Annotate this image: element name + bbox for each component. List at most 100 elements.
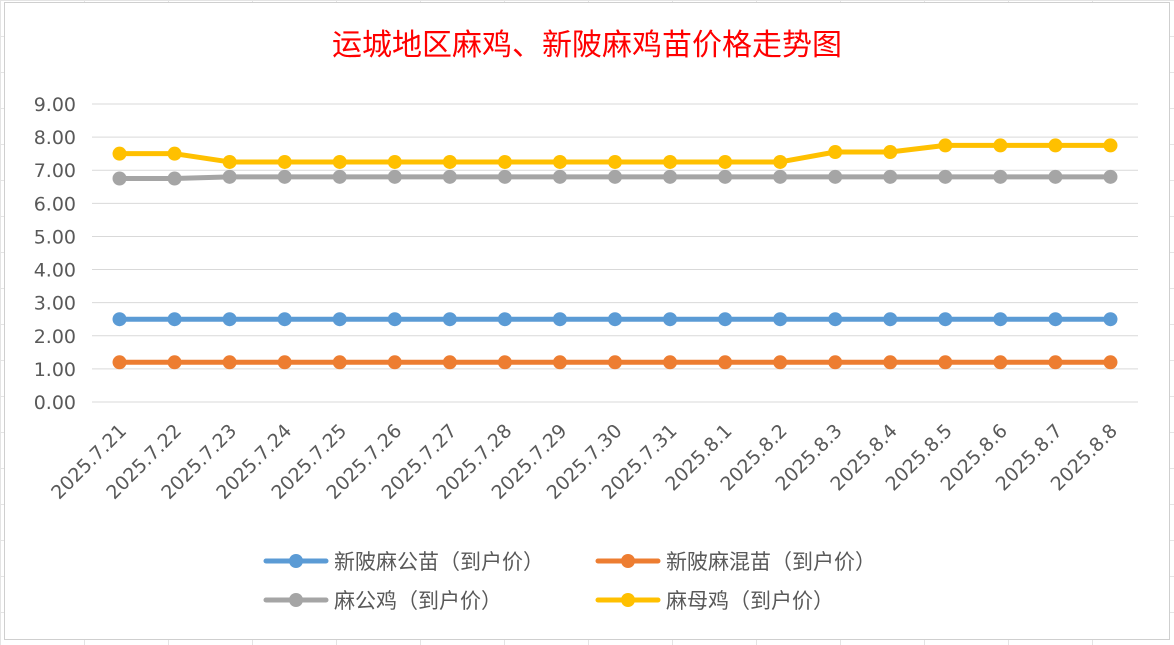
data-point[interactable] — [1103, 312, 1118, 327]
series-3 — [112, 138, 1118, 169]
data-point[interactable] — [167, 146, 182, 161]
data-point[interactable] — [442, 154, 457, 169]
data-point[interactable] — [828, 355, 843, 370]
data-point[interactable] — [993, 138, 1008, 153]
data-point[interactable] — [277, 154, 292, 169]
data-point[interactable] — [442, 312, 457, 327]
data-point[interactable] — [497, 355, 512, 370]
data-point[interactable] — [387, 154, 402, 169]
data-point[interactable] — [277, 312, 292, 327]
series-1 — [112, 355, 1118, 370]
data-point[interactable] — [608, 355, 622, 370]
x-axis-labels: 2025.7.212025.7.222025.7.232025.7.242025… — [47, 420, 1122, 504]
data-point[interactable] — [277, 169, 292, 184]
legend-item[interactable]: 新陂麻公苗（到户价） — [263, 550, 544, 574]
data-point[interactable] — [497, 312, 512, 327]
data-point[interactable] — [718, 169, 733, 184]
data-point[interactable] — [112, 171, 127, 186]
data-point[interactable] — [222, 154, 237, 169]
data-point[interactable] — [773, 154, 788, 169]
data-point[interactable] — [883, 145, 898, 160]
data-point[interactable] — [112, 312, 127, 327]
data-point[interactable] — [497, 154, 512, 169]
legend-label: 新陂麻混苗（到户价） — [666, 550, 876, 574]
data-point[interactable] — [222, 312, 237, 327]
data-point[interactable] — [167, 312, 182, 327]
data-point[interactable] — [332, 169, 347, 184]
data-point[interactable] — [442, 355, 457, 370]
legend-item[interactable]: 新陂麻混苗（到户价） — [595, 550, 876, 574]
data-point[interactable] — [663, 312, 678, 327]
data-point[interactable] — [828, 169, 843, 184]
data-point[interactable] — [828, 312, 843, 327]
legend-swatch-marker — [289, 554, 303, 568]
data-point[interactable] — [718, 312, 733, 327]
y-tick-label: 7.00 — [34, 160, 76, 182]
data-point[interactable] — [663, 154, 678, 169]
data-point[interactable] — [1103, 169, 1118, 184]
data-point[interactable] — [1103, 138, 1118, 153]
data-point[interactable] — [497, 169, 512, 184]
data-point[interactable] — [938, 355, 953, 370]
data-point[interactable] — [1048, 138, 1063, 153]
data-point[interactable] — [993, 312, 1008, 327]
series-lines — [112, 138, 1118, 370]
y-tick-label: 2.00 — [34, 326, 76, 348]
data-point[interactable] — [1048, 312, 1063, 327]
data-point[interactable] — [112, 146, 127, 161]
series-2 — [112, 169, 1118, 186]
data-point[interactable] — [883, 169, 898, 184]
data-point[interactable] — [718, 355, 733, 370]
data-point[interactable] — [938, 138, 953, 153]
legend-item[interactable]: 麻母鸡（到户价） — [595, 589, 834, 613]
data-point[interactable] — [608, 154, 622, 169]
data-point[interactable] — [552, 154, 567, 169]
data-point[interactable] — [387, 355, 402, 370]
data-point[interactable] — [1103, 355, 1118, 370]
data-point[interactable] — [993, 355, 1008, 370]
data-point[interactable] — [167, 355, 182, 370]
data-point[interactable] — [112, 355, 127, 370]
data-point[interactable] — [883, 355, 898, 370]
data-point[interactable] — [883, 312, 898, 327]
data-point[interactable] — [938, 312, 953, 327]
data-point[interactable] — [332, 154, 347, 169]
data-point[interactable] — [387, 312, 402, 327]
data-point[interactable] — [1048, 169, 1063, 184]
y-axis-labels: 0.00 1.00 2.00 3.00 4.00 5.00 6.00 7.00 8.00 9.00 — [34, 94, 76, 414]
data-point[interactable] — [167, 171, 182, 186]
legend-item[interactable]: 麻公鸡（到户价） — [263, 589, 502, 613]
data-point[interactable] — [222, 169, 237, 184]
data-point[interactable] — [773, 169, 788, 184]
data-point[interactable] — [387, 169, 402, 184]
legend-label: 麻公鸡（到户价） — [334, 589, 502, 613]
data-point[interactable] — [442, 169, 457, 184]
data-point[interactable] — [938, 169, 953, 184]
data-point[interactable] — [552, 355, 567, 370]
data-point[interactable] — [718, 154, 733, 169]
y-tick-label: 5.00 — [34, 226, 76, 248]
data-point[interactable] — [773, 355, 788, 370]
data-point[interactable] — [1048, 355, 1063, 370]
data-point[interactable] — [552, 169, 567, 184]
data-point[interactable] — [663, 355, 678, 370]
data-point[interactable] — [993, 169, 1008, 184]
data-point[interactable] — [608, 169, 622, 184]
data-point[interactable] — [608, 312, 622, 327]
legend: 新陂麻公苗（到户价） 新陂麻混苗（到户价） 麻公鸡（到户价） 麻母鸡（到户价） — [263, 550, 876, 613]
data-point[interactable] — [222, 355, 237, 370]
data-point[interactable] — [663, 169, 678, 184]
series-0 — [112, 312, 1118, 327]
data-point[interactable] — [552, 312, 567, 327]
legend-label: 新陂麻公苗（到户价） — [334, 550, 544, 574]
legend-swatch-marker — [621, 593, 635, 607]
legend-swatch-marker — [621, 554, 635, 568]
y-tick-label: 4.00 — [34, 260, 76, 282]
data-point[interactable] — [332, 312, 347, 327]
data-point[interactable] — [332, 355, 347, 370]
data-point[interactable] — [828, 145, 843, 160]
data-point[interactable] — [277, 355, 292, 370]
y-tick-label: 9.00 — [34, 94, 76, 116]
data-point[interactable] — [773, 312, 788, 327]
